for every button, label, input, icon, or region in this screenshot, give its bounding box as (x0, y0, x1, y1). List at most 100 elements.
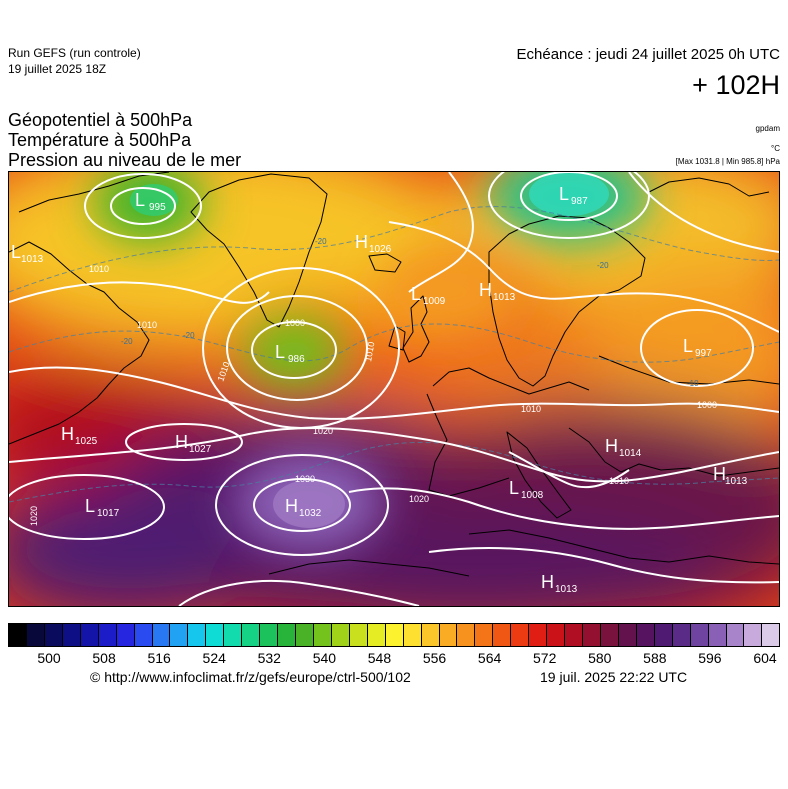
low-997: L 997 (683, 336, 712, 359)
pressure-center-letter: L (683, 336, 693, 356)
color-swatch (457, 624, 476, 646)
isobar-label: 1020 (313, 426, 333, 436)
pressure-center-letter: H (713, 464, 726, 484)
pressure-center-letter: L (411, 284, 421, 304)
color-swatch (654, 624, 673, 646)
pressure-center-letter: L (85, 496, 95, 516)
color-scale-bar (8, 623, 780, 647)
title-temperature: Température à 500hPa (8, 130, 192, 150)
run-label: Run GEFS (run controle) (8, 46, 141, 60)
low-1013: L 1013 (11, 242, 44, 265)
isobar-label: 1010 (137, 320, 157, 330)
color-swatch (529, 624, 548, 646)
color-swatch (331, 624, 350, 646)
color-swatch (206, 624, 225, 646)
isobar-label: 1020 (29, 506, 39, 526)
color-swatch (349, 624, 368, 646)
pressure-center-value: 1013 (555, 584, 578, 595)
pressure-center-value: 995 (149, 202, 166, 213)
color-scale-tick-label: 556 (422, 650, 447, 666)
isobar-label: 1010 (609, 476, 629, 486)
color-scale-tick-label: 604 (753, 650, 777, 666)
pressure-center-value: 997 (695, 348, 712, 359)
color-swatch (475, 624, 494, 646)
low-1009: L 1009 (411, 284, 446, 307)
isotherm-labels: -20 -20 -20 -10 -20 (121, 237, 699, 388)
pressure-center-value: 1017 (97, 508, 120, 519)
color-scale-tick-label: 588 (643, 650, 667, 666)
color-swatch (26, 624, 45, 646)
color-swatch (116, 624, 135, 646)
high-1027: H 1027 (175, 432, 212, 455)
source-url: © http://www.infoclimat.fr/z/gefs/europe… (90, 669, 411, 685)
color-scale-tick-label: 596 (698, 650, 722, 666)
color-swatch (583, 624, 601, 646)
pressure-center-value: 1026 (369, 244, 392, 255)
color-swatch (296, 624, 314, 646)
pressure-systems: L 995 L 987 L 986 H 1026 L 1009 H 1013 L 1013 L… (11, 184, 748, 595)
color-swatch (134, 624, 153, 646)
pressure-center-letter: H (541, 572, 554, 592)
color-swatch (618, 624, 637, 646)
color-swatch (44, 624, 63, 646)
valid-time: Echéance : jeudi 24 juillet 2025 0h UTC (516, 46, 781, 63)
color-swatch (690, 624, 709, 646)
color-scale-tick-label: 548 (367, 650, 392, 666)
pressure-center-value: 1013 (493, 292, 516, 303)
isotherms (9, 206, 779, 503)
color-swatch (188, 624, 207, 646)
generated-time: 19 juil. 2025 22:22 UTC (540, 669, 688, 685)
color-swatch (672, 624, 691, 646)
color-swatch (385, 624, 404, 646)
color-scale-tick-label: 532 (257, 650, 281, 666)
color-swatch (80, 624, 99, 646)
color-swatch (242, 624, 261, 646)
unit-temperature: °C (771, 144, 780, 153)
color-scale-tick-label: 500 (37, 650, 61, 666)
pressure-center-letter: L (275, 342, 285, 362)
color-swatch (62, 624, 81, 646)
color-swatch (170, 624, 189, 646)
color-swatch (600, 624, 619, 646)
high-1026: H 1026 (355, 232, 392, 255)
color-swatch (152, 624, 171, 646)
isobar-label: 1020 (409, 494, 429, 504)
color-swatch (313, 624, 332, 646)
isobar-label: 1010 (89, 264, 109, 274)
isobars (9, 172, 779, 606)
pressure-center-letter: H (605, 436, 618, 456)
isotherm-label: -20 (183, 331, 195, 340)
pressure-center-value: 1032 (299, 508, 322, 519)
low-987: L 987 (559, 184, 588, 207)
color-swatch (547, 624, 566, 646)
color-scale-tick-label: 508 (92, 650, 116, 666)
color-swatch (565, 624, 583, 646)
color-swatch (493, 624, 512, 646)
pressure-center-value: 987 (571, 196, 588, 207)
color-swatch (439, 624, 458, 646)
pressure-extremes: [Max 1031.8 | Min 985.8] hPa (675, 157, 780, 166)
color-scale-tick-label: 572 (533, 650, 557, 666)
pressure-center-value: 1027 (189, 444, 212, 455)
pressure-center-letter: L (559, 184, 569, 204)
pressure-center-value: 1009 (423, 296, 446, 307)
run-date: 19 juillet 2025 18Z (8, 62, 107, 76)
isotherm-label: -20 (315, 237, 327, 246)
pressure-center-value: 1013 (21, 254, 44, 265)
pressure-center-value: 986 (288, 354, 305, 365)
pressure-center-letter: H (355, 232, 368, 252)
unit-geopotential: gpdam (755, 124, 780, 133)
pressure-center-letter: H (479, 280, 492, 300)
low-1008: L 1008 (509, 478, 544, 501)
pressure-center-letter: L (135, 190, 145, 210)
weather-map: L 995 L 987 L 986 H 1026 L 1009 H 1013 L 1013 L… (8, 171, 780, 607)
title-geopotential: Géopotentiel à 500hPa (8, 110, 193, 130)
high-1013: H 1013 (479, 280, 516, 303)
color-scale-tick-label: 540 (312, 650, 337, 666)
color-swatch (367, 624, 386, 646)
isotherm-label: -10 (687, 379, 699, 388)
color-swatch (403, 624, 422, 646)
isotherm-label: -20 (121, 337, 133, 346)
color-scale-tick-label: 516 (147, 650, 171, 666)
color-scale-tick-label: 524 (202, 650, 226, 666)
